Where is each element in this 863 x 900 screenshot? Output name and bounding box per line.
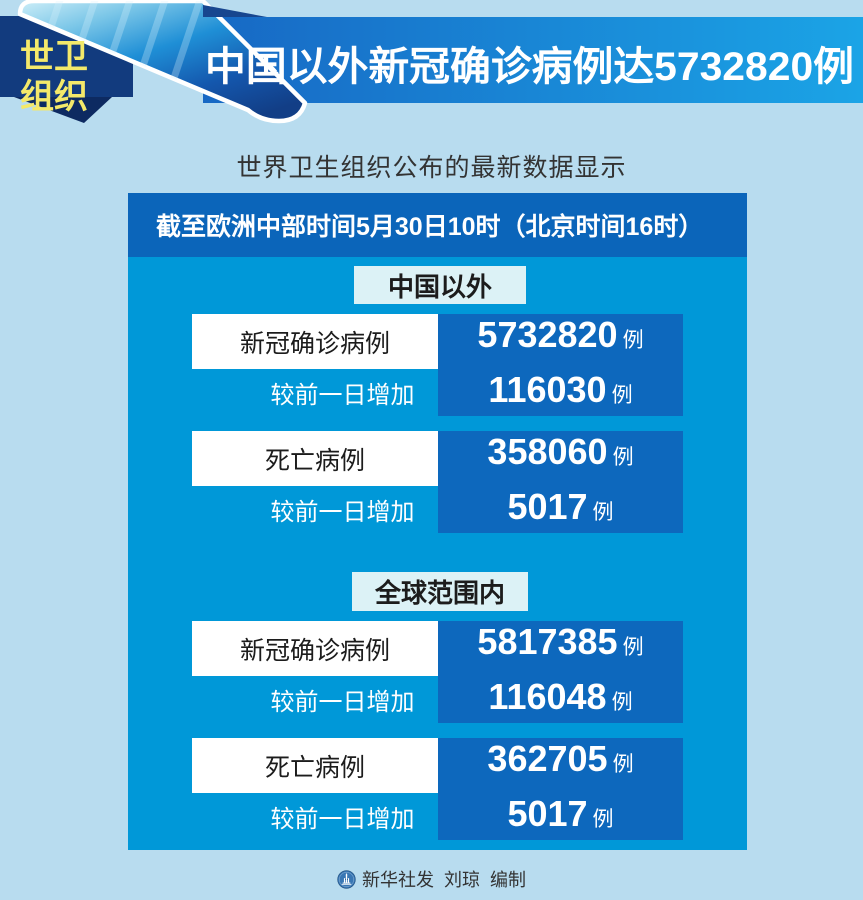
svg-text:中国以外新冠确诊病例达5732820例: 中国以外新冠确诊病例达5732820例 (205, 45, 854, 89)
svg-text:组织: 组织 (20, 78, 88, 116)
svg-text:世卫: 世卫 (20, 38, 88, 76)
